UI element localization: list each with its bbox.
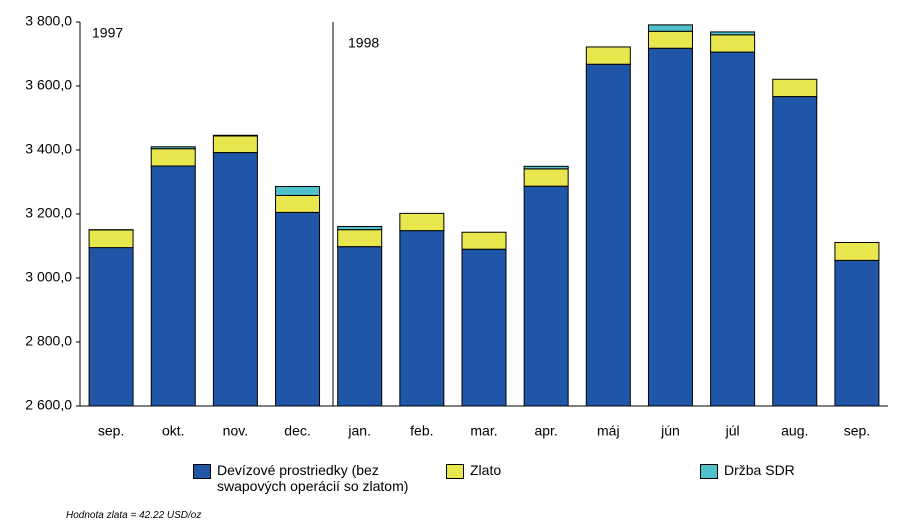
bar-segment — [212, 134, 258, 137]
x-tick-label: júl — [725, 423, 740, 439]
annotation: 1997 — [92, 25, 123, 41]
bar-segment — [337, 225, 383, 231]
bar-segment — [212, 135, 258, 154]
bar-segment — [523, 165, 569, 170]
x-tick-label: aug. — [781, 423, 808, 439]
bar-segment — [585, 46, 631, 65]
bar-segment — [523, 168, 569, 187]
note: Hodnota zlata = 42.22 USD/oz — [66, 510, 202, 521]
x-tick-label: jan. — [347, 423, 371, 439]
x-tick-label: sep. — [98, 423, 124, 439]
bar-segment — [337, 246, 383, 407]
y-tick-label: 3 600,0 — [25, 77, 72, 93]
x-tick-label: feb. — [410, 423, 433, 439]
bar-segment — [337, 229, 383, 248]
bar-segment — [461, 231, 507, 250]
x-tick-label: jún — [660, 423, 680, 439]
chart: 1997 1998 2 600,0 2 800,0 3 000,0 3 200,0 3 … — [25, 13, 888, 439]
x-tick-label: máj — [597, 423, 620, 439]
annotation: 1998 — [348, 35, 379, 51]
legend-swatch — [700, 464, 718, 479]
bar-segment — [88, 229, 134, 249]
bar-segment — [710, 34, 756, 53]
legend-label: Devízové prostriedky (bez swapových oper… — [217, 462, 409, 494]
x-tick-label: apr. — [534, 423, 557, 439]
bar-segment — [275, 185, 321, 196]
bar-segment — [585, 63, 631, 407]
legend-item: Devízové prostriedky (bez swapových oper… — [193, 462, 433, 494]
y-tick-label: 3 000,0 — [25, 269, 72, 285]
bar-segment — [150, 148, 196, 167]
bar-segment — [275, 194, 321, 213]
bar-segment — [710, 51, 756, 407]
y-tick-label: 2 800,0 — [25, 333, 72, 349]
legend-swatch — [446, 464, 464, 479]
bar-segment — [834, 241, 880, 261]
bar-segment — [647, 47, 693, 407]
y-tick-label: 3 800,0 — [25, 13, 72, 29]
x-tick-label: mar. — [470, 423, 497, 439]
y-tick-label: 2 600,0 — [25, 397, 72, 413]
bar-segment — [150, 165, 196, 407]
bar-segment — [150, 146, 196, 150]
x-tick-label: dec. — [284, 423, 310, 439]
legend-item: Držba SDR — [700, 462, 795, 479]
legend-item: Zlato — [446, 462, 501, 479]
bar-segment — [399, 230, 445, 407]
bar-segment — [710, 31, 756, 36]
y-tick-label: 3 200,0 — [25, 205, 72, 221]
bar-segment — [88, 247, 134, 407]
bar-segment — [772, 96, 818, 407]
bar-segment — [523, 185, 569, 407]
bar-segment — [647, 30, 693, 49]
bar-segment — [772, 78, 818, 98]
x-tick-label: nov. — [223, 423, 248, 439]
legend-swatch — [193, 464, 211, 479]
bar-segment — [275, 211, 321, 407]
bar-segment — [647, 24, 693, 32]
bar-segment — [834, 259, 880, 407]
legend-label: Zlato — [470, 462, 502, 478]
x-tick-label: sep. — [844, 423, 870, 439]
y-tick-label: 3 400,0 — [25, 141, 72, 157]
bar-segment — [461, 248, 507, 407]
legend-label: Držba SDR — [724, 462, 795, 478]
bar-segment — [399, 212, 445, 232]
x-tick-label: okt. — [162, 423, 185, 439]
bar-segment — [212, 152, 258, 407]
